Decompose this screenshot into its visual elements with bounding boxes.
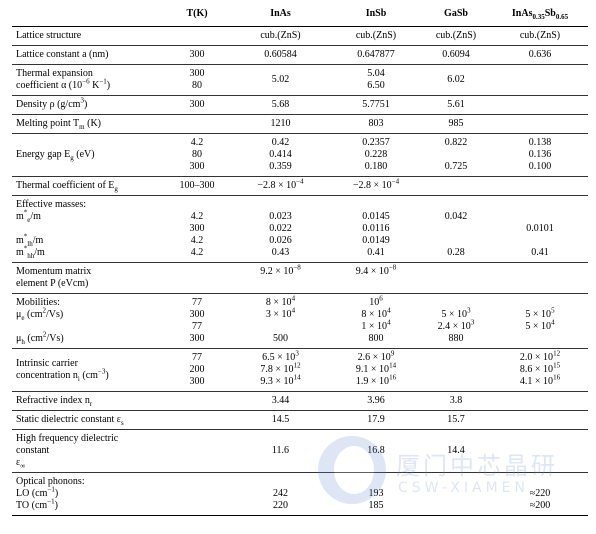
- cell-gasb: 5.61: [447, 99, 465, 110]
- cell-inas: 0.60584: [264, 49, 297, 60]
- cell-gasb: 14.4: [447, 445, 465, 456]
- header-insb: InSb: [365, 8, 387, 19]
- table-row-intrinsic-carrier: Intrinsic carrier concentration ni (cm−3…: [12, 348, 588, 392]
- cell-insb: 0.2357 0.228 0.180: [362, 137, 390, 172]
- table-row-effective-masses: Effective masses: m*e/m m*lh/m m*hh/m 4.…: [12, 195, 588, 263]
- table-row-hf-dielectric: High frequency dielectric constant ε∞ 11…: [12, 429, 588, 473]
- cell-inas: 242 220: [273, 488, 288, 511]
- row-label: Static dielectric constant εs: [16, 414, 124, 427]
- properties-table-container: T(K) InAs InSb GaSb InAs0.35Sb0.65 Latti…: [12, 5, 588, 516]
- cell-insb: cub.(ZnS): [355, 30, 397, 41]
- cell-insb: 0.0145 0.0116 0.0149 0.41: [362, 211, 390, 258]
- table-header-row: T(K) InAs InSb GaSb InAs0.35Sb0.65: [12, 5, 588, 27]
- row-label: Energy gap Eg (eV): [16, 149, 95, 162]
- cell-gasb: 0.042 0.28: [444, 211, 468, 258]
- cell-gasb: cub.(ZnS): [435, 30, 477, 41]
- row-label: Lattice constant a (nm): [16, 49, 109, 60]
- cell-inas: 6.5 × 103 7.8 × 1012 9.3 × 1014: [260, 349, 301, 387]
- cell-inas: 11.6: [271, 445, 290, 456]
- table-row-energy-gap: Energy gap Eg (eV) 4.2 80 300 0.42 0.414 0.3…: [12, 133, 588, 177]
- cell-temperature: 77 200 300: [189, 352, 205, 387]
- cell-inassb: 2.0 × 1012 8.6 × 1015 4.1 × 1016: [519, 349, 561, 387]
- cell-inassb: 0.0101 0.41: [526, 223, 554, 258]
- cell-gasb: 6.02: [447, 74, 465, 85]
- table-row-density: Density ρ (g/cm3) 300 5.68 5.7751 5.61: [12, 95, 588, 115]
- cell-inas: 3.44: [271, 395, 290, 406]
- cell-gasb: 3.8: [449, 395, 463, 406]
- row-label: Optical phonons: LO (cm−1) TO (cm−1): [16, 476, 85, 511]
- cell-inas: 9.2 × 10−8: [260, 263, 301, 277]
- cell-insb: 9.4 × 10−8: [355, 263, 397, 277]
- row-label: Thermal expansion coefficient α (10−6 K−…: [16, 68, 111, 91]
- cell-insb: 106 8 × 104 1 × 104 800: [361, 294, 391, 344]
- row-label: Refractive index nr: [16, 395, 93, 408]
- row-label: Density ρ (g/cm3): [16, 96, 88, 110]
- cell-temperature: 100–300: [179, 180, 215, 191]
- cell-inas: −2.8 × 10−4: [257, 177, 304, 191]
- row-label: High frequency dielectric constant ε∞: [16, 433, 119, 470]
- cell-insb: −2.8 × 10−4: [352, 177, 400, 191]
- cell-inas: 14.5: [271, 414, 290, 425]
- cell-insb: 193 185: [368, 488, 384, 511]
- cell-gasb: 0.822 0.725: [444, 137, 468, 172]
- cell-inas: 5.68: [271, 99, 290, 110]
- cell-temperature: 300: [189, 99, 205, 110]
- cell-inas: 0.023 0.022 0.026 0.43: [269, 211, 292, 258]
- table-row-momentum-matrix: Momentum matrix element P (eVcm) 9.2 × 1…: [12, 262, 588, 294]
- cell-gasb: 985: [448, 118, 464, 129]
- table-row-optical-phonons: Optical phonons: LO (cm−1) TO (cm−1) 242…: [12, 472, 588, 516]
- table-row-refractive-index: Refractive index nr 3.44 3.96 3.8: [12, 391, 588, 411]
- row-label: Effective masses: m*e/m m*lh/m m*hh/m: [16, 199, 87, 260]
- row-label: Intrinsic carrier concentration ni (cm−3…: [16, 358, 109, 383]
- cell-inassb: 0.138 0.136 0.100: [528, 137, 552, 172]
- cell-insb: 16.8: [367, 445, 385, 456]
- header-inassb: InAs0.35Sb0.65: [511, 8, 569, 21]
- cell-inas: cub.(ZnS): [260, 30, 301, 41]
- cell-insb: 17.9: [367, 414, 385, 425]
- row-label: Thermal coefficient of Eg: [16, 180, 118, 193]
- cell-temperature: 77 300 77 300: [189, 297, 205, 344]
- table-row-static-dielectric: Static dielectric constant εs 14.5 17.9 …: [12, 410, 588, 430]
- cell-inassb: cub.(ZnS): [519, 30, 561, 41]
- cell-insb: 5.04 6.50: [367, 68, 385, 91]
- row-label: Lattice structure: [16, 30, 82, 41]
- cell-gasb: 0.6094: [442, 49, 470, 60]
- cell-temperature: 4.2 300 4.2 4.2: [189, 211, 205, 258]
- cell-inassb: ≈220 ≈200: [529, 488, 551, 511]
- cell-inas: 5.02: [271, 74, 290, 85]
- cell-insb: 803: [368, 118, 384, 129]
- cell-insb: 5.7751: [362, 99, 390, 110]
- cell-temperature: 4.2 80 300: [189, 137, 205, 172]
- header-property: [12, 5, 165, 27]
- table-row-thermal-expansion: Thermal expansion coefficient α (10−6 K−…: [12, 64, 588, 96]
- cell-insb: 3.96: [367, 395, 385, 406]
- row-label: Melting point Tm (K): [16, 118, 101, 131]
- table-row-mobilities: Mobilities: μe (cm2/Vs) μh (cm2/Vs) 77 30…: [12, 293, 588, 349]
- cell-gasb: 5 × 103 2.4 × 103 880: [437, 306, 475, 344]
- cell-inas: 0.42 0.414 0.359: [269, 137, 292, 172]
- table-row-lattice-structure: Lattice structure cub.(ZnS) cub.(ZnS) cu…: [12, 26, 588, 46]
- cell-temperature: 300: [189, 49, 205, 60]
- cell-insb: 0.647877: [357, 49, 395, 60]
- cell-inas: 1210: [270, 118, 291, 129]
- cell-gasb: 15.7: [447, 414, 465, 425]
- semiconductor-properties-table: T(K) InAs InSb GaSb InAs0.35Sb0.65 Latti…: [12, 5, 588, 516]
- table-row-lattice-constant: Lattice constant a (nm) 300 0.60584 0.64…: [12, 45, 588, 65]
- header-temperature: T(K): [186, 8, 208, 19]
- cell-inassb: 5 × 105 5 × 104: [525, 306, 555, 332]
- cell-inassb: 0.636: [528, 49, 552, 60]
- cell-temperature: 300 80: [189, 68, 205, 91]
- cell-insb: 2.6 × 109 9.1 × 1014 1.9 × 1016: [355, 349, 397, 387]
- row-label: Momentum matrix element P (eVcm): [16, 266, 92, 289]
- header-inas: InAs: [270, 8, 291, 19]
- table-row-thermal-coefficient: Thermal coefficient of Eg 100–300 −2.8 ×…: [12, 176, 588, 196]
- row-label: Mobilities: μe (cm2/Vs) μh (cm2/Vs): [16, 297, 64, 346]
- header-gasb: GaSb: [444, 8, 468, 19]
- cell-inas: 8 × 104 3 × 104 500: [265, 294, 296, 344]
- table-row-melting-point: Melting point Tm (K) 1210 803 985: [12, 114, 588, 134]
